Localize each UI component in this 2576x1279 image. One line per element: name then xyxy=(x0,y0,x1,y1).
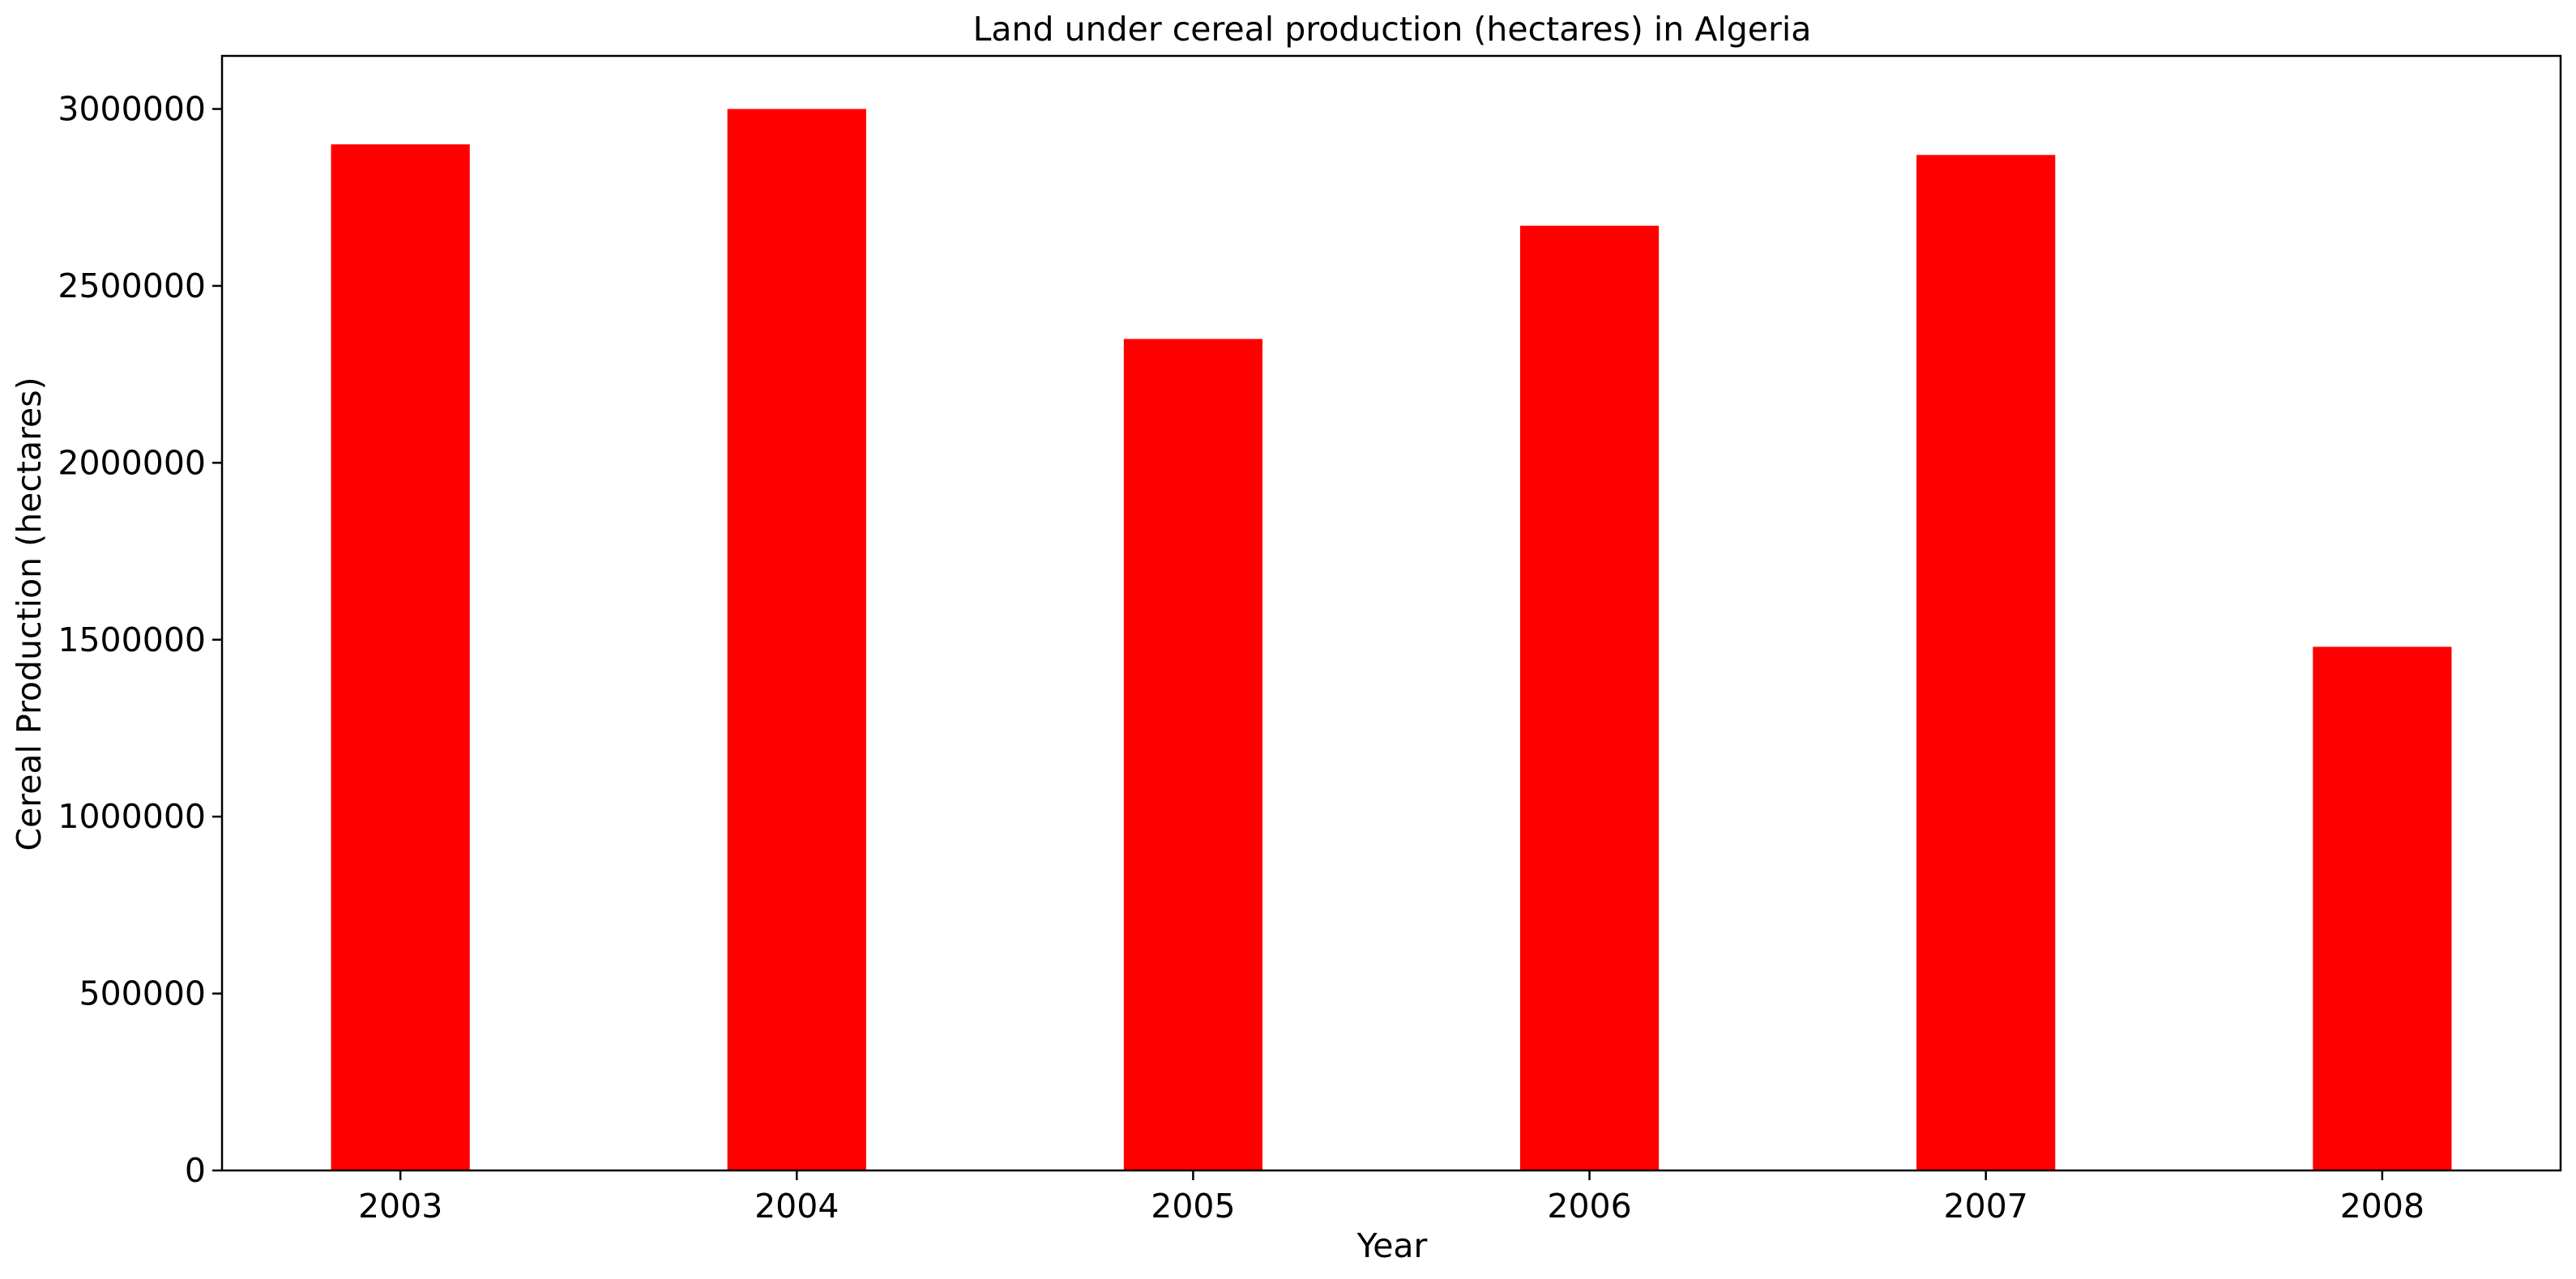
y-tick-label: 2500000 xyxy=(58,266,206,305)
y-tick-label: 2000000 xyxy=(58,443,206,482)
y-axis-title: Cereal Production (hectares) xyxy=(10,377,49,851)
bar-2003 xyxy=(331,144,470,1171)
bar-2005 xyxy=(1123,339,1263,1170)
bars-group xyxy=(331,109,2452,1171)
y-axis-ticks: 0 500000 1000000 1500000 2000000 2500000 30000… xyxy=(58,90,222,1190)
x-tick-label: 2006 xyxy=(1547,1187,1631,1226)
x-tick-label: 2008 xyxy=(2340,1187,2424,1226)
x-axis-title: Year xyxy=(1356,1226,1428,1265)
y-tick-label: 1000000 xyxy=(58,797,206,836)
y-tick-label: 3000000 xyxy=(58,90,206,129)
bar-2006 xyxy=(1519,225,1660,1171)
plot-area-frame xyxy=(220,54,2562,1172)
bar-2004 xyxy=(727,109,866,1170)
chart-title: Land under cereal production (hectares) … xyxy=(973,10,1812,49)
x-tick-label: 2007 xyxy=(1944,1187,2028,1226)
y-tick-label: 0 xyxy=(185,1151,206,1190)
x-tick-label: 2004 xyxy=(754,1187,839,1226)
x-tick-label: 2003 xyxy=(358,1187,442,1226)
y-tick-label: 1500000 xyxy=(58,620,206,659)
x-tick-label: 2005 xyxy=(1151,1187,1235,1226)
bar-2008 xyxy=(2313,646,2452,1170)
x-axis-ticks: 2003 2004 2005 2006 2007 2008 xyxy=(358,1170,2424,1226)
bar-2007 xyxy=(1916,155,2056,1170)
y-tick-label: 500000 xyxy=(79,974,206,1013)
